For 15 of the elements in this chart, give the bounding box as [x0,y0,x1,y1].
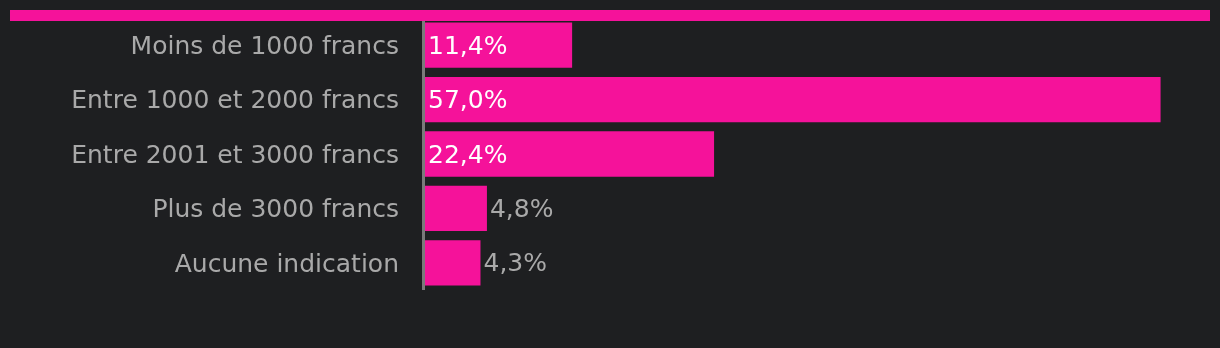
bar [425,131,715,177]
y-tick-label: Entre 2001 et 3000 francs [71,139,399,169]
data-label: 22,4% [428,139,508,169]
bar [425,240,481,286]
bar [425,185,487,232]
y-tick-label: Aucune indication [174,248,399,278]
y-tick-label: Moins de 1000 francs [130,30,399,60]
data-label: 57,0% [428,85,508,115]
bar [425,22,573,68]
data-label: 4,8% [489,193,554,223]
y-tick-label: Plus de 3000 francs [152,194,399,224]
y-tick-label: Entre 1000 et 2000 francs [71,85,399,115]
bar [425,76,1161,123]
data-label: 4,3% [483,248,548,278]
data-label: 11,4% [428,30,508,60]
